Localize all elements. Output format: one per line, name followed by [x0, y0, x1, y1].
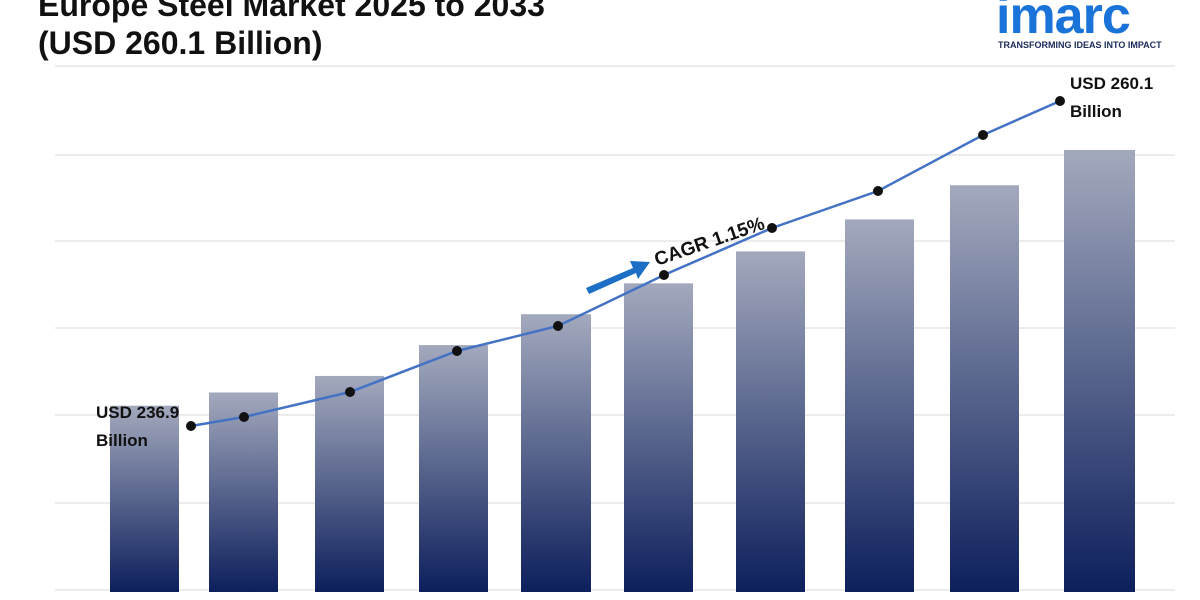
- bar-2031: [845, 219, 914, 593]
- logo-wordmark: imarc: [996, 0, 1131, 45]
- bar-intermediate: [209, 392, 278, 592]
- bar-2028: [521, 314, 591, 592]
- trend-marker: [186, 421, 196, 431]
- bar-2025: [110, 405, 179, 592]
- bar-2029: [624, 283, 693, 592]
- end-value-label-line-1: USD 260.1: [1070, 74, 1153, 93]
- cagr-arrow: [586, 261, 650, 294]
- trend-marker: [873, 186, 883, 196]
- trend-line: [190, 99, 1061, 428]
- start-value-label-line-2: Billion: [96, 431, 148, 450]
- trend-marker: [1055, 96, 1065, 106]
- bar-2026: [315, 375, 384, 592]
- trend-marker: [553, 321, 563, 331]
- trend-line-group: [186, 96, 1065, 431]
- bars: [110, 149, 1135, 593]
- trend-marker: [345, 387, 355, 397]
- trend-marker: [659, 270, 669, 280]
- chart-title-line-1: Europe Steel Market 2025 to 2033: [38, 0, 545, 23]
- bar-2033: [1064, 149, 1135, 592]
- start-value-label-line-1: USD 236.9: [96, 403, 179, 422]
- trend-marker: [239, 412, 249, 422]
- chart-title: Europe Steel Market 2025 to 2033 (USD 26…: [38, 0, 545, 62]
- trend-marker: [767, 223, 777, 233]
- imarc-logo: imarc TRANSFORMING IDEAS INTO IMPACT: [996, 0, 1186, 54]
- trend-marker: [978, 130, 988, 140]
- bar-2032: [950, 185, 1019, 592]
- trend-marker: [452, 346, 462, 356]
- chart-title-line-2: (USD 260.1 Billion): [38, 25, 323, 61]
- bar-2030: [736, 251, 805, 592]
- cagr-arrow-group: [586, 261, 650, 294]
- bar-2027: [419, 345, 488, 592]
- logo-tagline: TRANSFORMING IDEAS INTO IMPACT: [998, 40, 1162, 50]
- end-value-label-line-2: Billion: [1070, 102, 1122, 121]
